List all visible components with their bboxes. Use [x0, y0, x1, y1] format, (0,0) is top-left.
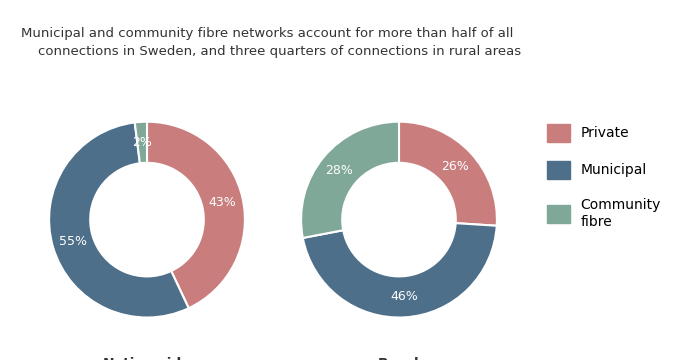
Text: Rural: Rural [378, 357, 420, 360]
Text: 26%: 26% [442, 160, 469, 173]
Wedge shape [147, 122, 245, 308]
Text: 55%: 55% [59, 235, 87, 248]
Wedge shape [134, 122, 147, 163]
Wedge shape [49, 122, 189, 318]
Text: 46%: 46% [390, 290, 418, 303]
Text: Municipal and community fibre networks account for more than half of all
    con: Municipal and community fibre networks a… [21, 27, 522, 58]
Text: 43%: 43% [209, 196, 237, 209]
Text: 2%: 2% [132, 136, 152, 149]
Wedge shape [399, 122, 497, 226]
Legend: Private, Municipal, Community
fibre: Private, Municipal, Community fibre [547, 124, 661, 229]
Text: 28%: 28% [326, 164, 354, 177]
Wedge shape [301, 122, 399, 238]
Text: Nationwide: Nationwide [103, 357, 191, 360]
Wedge shape [303, 223, 497, 318]
